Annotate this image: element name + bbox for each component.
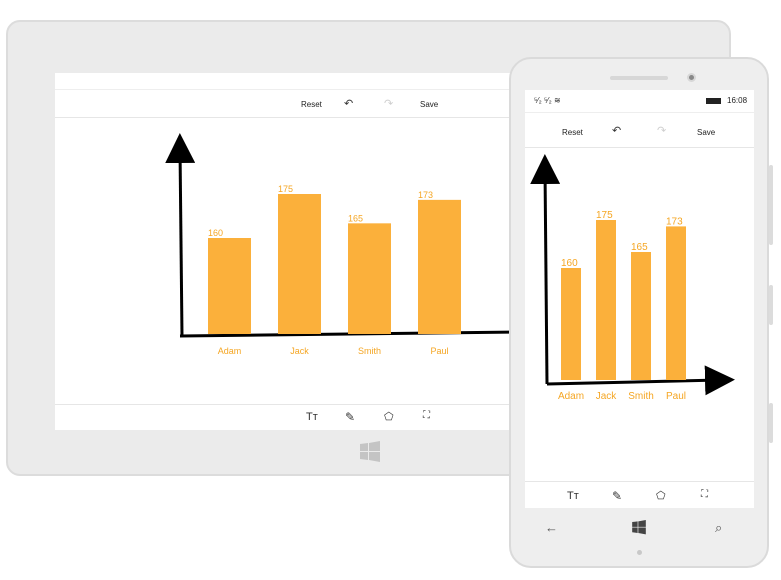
undo-icon[interactable]: ↶ xyxy=(344,98,354,110)
windows-logo-icon xyxy=(360,441,380,462)
phone-camera xyxy=(687,73,696,82)
bar-paul xyxy=(418,199,461,334)
category-label: Paul xyxy=(430,346,448,356)
data-label: 173 xyxy=(418,190,433,200)
phone-side-button xyxy=(769,403,773,443)
text-tool-icon[interactable]: Tт xyxy=(567,490,579,502)
shape-tool-icon[interactable]: ⬠ xyxy=(384,411,394,423)
reset-button[interactable]: Reset xyxy=(562,128,583,137)
y-axis xyxy=(530,154,561,385)
phone-top-toolbar: Reset ↶ ↷ Save xyxy=(525,112,754,148)
data-label: 175 xyxy=(596,210,613,221)
search-icon[interactable]: ⌕ xyxy=(715,520,723,535)
bar-jack xyxy=(278,194,321,334)
pen-tool-icon[interactable]: ✎ xyxy=(612,489,623,503)
battery-icon xyxy=(706,98,721,104)
data-label: 173 xyxy=(666,216,683,227)
shape-tool-icon[interactable]: ⬠ xyxy=(656,490,666,502)
bar-adam xyxy=(208,238,251,334)
bar-smith xyxy=(348,223,391,334)
data-label: 175 xyxy=(278,184,293,194)
windows-icon[interactable] xyxy=(632,520,646,535)
save-button[interactable]: Save xyxy=(697,128,716,137)
status-time: 16:08 xyxy=(727,96,748,105)
category-label: Smith xyxy=(628,391,654,402)
text-tool-icon[interactable]: Tт xyxy=(306,411,318,423)
redo-icon: ↷ xyxy=(657,125,667,137)
select-tool-icon[interactable]: ⛶ xyxy=(701,489,708,500)
bar-adam xyxy=(561,268,581,380)
phone-side-button xyxy=(769,285,773,325)
category-label: Jack xyxy=(290,346,309,356)
x-axis xyxy=(546,365,735,396)
save-button[interactable]: Save xyxy=(420,100,439,109)
reset-button[interactable]: Reset xyxy=(301,100,322,109)
phone-bottom-toolbar: Tт ✎ ⬠ ⛶ xyxy=(525,481,754,508)
tablet-screen: Reset ↶ ↷ Save 160 Adam 175 Jack 165 Smith 173… xyxy=(55,73,515,430)
category-label: Adam xyxy=(558,391,584,402)
phone-speaker xyxy=(610,76,668,80)
category-label: Paul xyxy=(666,391,686,402)
undo-icon[interactable]: ↶ xyxy=(612,125,622,137)
pen-tool-icon[interactable]: ✎ xyxy=(345,410,356,424)
category-label: Adam xyxy=(218,346,242,356)
select-tool-icon[interactable]: ⛶ xyxy=(423,410,430,421)
redo-icon: ↷ xyxy=(384,98,394,110)
phone-home-dot xyxy=(637,550,642,555)
phone-side-button xyxy=(769,165,773,245)
tablet-chart: 160 Adam 175 Jack 165 Smith 173 Paul xyxy=(165,133,515,356)
data-label: 160 xyxy=(208,228,223,238)
back-icon[interactable]: ← xyxy=(545,520,558,535)
category-label: Smith xyxy=(358,346,381,356)
data-label: 165 xyxy=(348,213,363,223)
status-bar: ⁵⁄₂ ⁵⁄₂ ≋ 16:08 xyxy=(525,90,754,112)
data-label: 165 xyxy=(631,242,648,253)
phone-screen: ⁵⁄₂ ⁵⁄₂ ≋ 16:08 Reset ↶ ↷ Save 160 Adam 17… xyxy=(525,90,754,508)
bar-jack xyxy=(596,220,616,380)
y-axis xyxy=(165,133,196,337)
bar-paul xyxy=(666,226,686,380)
tablet-top-toolbar: Reset ↶ ↷ Save xyxy=(55,73,515,118)
phone-chart: 160 Adam 175 Jack 165 Smith 173 Paul xyxy=(530,154,735,402)
bar-smith xyxy=(631,252,651,380)
data-label: 160 xyxy=(561,258,578,269)
category-label: Jack xyxy=(596,391,618,402)
status-icons: ⁵⁄₂ ⁵⁄₂ ≋ xyxy=(534,96,561,105)
tablet-bottom-toolbar: Tт ✎ ⬠ ⛶ xyxy=(55,404,515,430)
